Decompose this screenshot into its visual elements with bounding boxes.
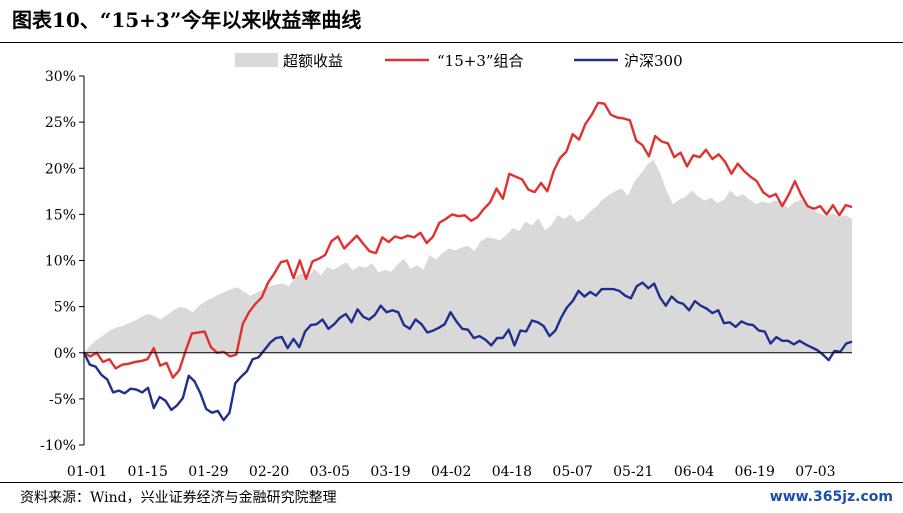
- y-tick-label: 10%: [45, 254, 76, 270]
- x-tick-label: 07-03: [795, 464, 835, 480]
- x-tick-label: 04-02: [431, 464, 471, 480]
- x-tick-label: 01-15: [128, 464, 168, 480]
- x-tick-label: 06-04: [674, 464, 714, 480]
- legend-label-index: 沪深300: [624, 52, 683, 70]
- legend-swatch-excess: [235, 53, 278, 67]
- title-divider: [0, 42, 903, 43]
- chart-area: 超额收益 “15+3”组合 沪深300 30% 25% 20% 15% 10% 5% 0% -5%…: [40, 52, 853, 480]
- x-tick-label: 06-19: [735, 464, 775, 480]
- footer-divider: [0, 482, 903, 483]
- y-tick-label: 20%: [45, 161, 76, 177]
- source-note: 资料来源：Wind，兴业证券经济与金融研究院整理: [20, 490, 337, 506]
- x-tick-label: 02-20: [249, 464, 289, 480]
- x-tick-label: 05-07: [552, 464, 592, 480]
- x-tick-label: 01-29: [188, 464, 228, 480]
- x-tick-label: 05-21: [613, 464, 653, 480]
- legend-label-excess: 超额收益: [283, 52, 343, 70]
- series-index-line: [82, 281, 853, 422]
- x-tick-label: 01-01: [67, 464, 107, 480]
- plot-area: 30% 25% 20% 15% 10% 5% 0% -5% -10% 01-01 01-15 01-2…: [40, 69, 853, 480]
- chart-title: 图表10、“15+3”今年以来收益率曲线: [12, 8, 362, 32]
- y-tick-label: 0%: [54, 346, 76, 362]
- x-tick-label: 04-18: [492, 464, 532, 480]
- y-tick-label: 5%: [54, 300, 76, 316]
- y-tick-label: -10%: [40, 438, 76, 454]
- legend-label-portfolio: “15+3”组合: [437, 52, 524, 70]
- x-tick-label: 03-19: [370, 464, 410, 480]
- y-tick-label: 15%: [45, 207, 76, 223]
- y-tick-label: 25%: [45, 115, 76, 131]
- series-portfolio-line: [83, 101, 853, 379]
- watermark: www.365jz.com: [769, 489, 893, 505]
- y-tick-label: -5%: [49, 392, 76, 408]
- legend: 超额收益 “15+3”组合 沪深300: [235, 52, 683, 70]
- y-tick-label: 30%: [45, 69, 76, 85]
- series-excess-area: [84, 159, 852, 353]
- x-tick-label: 03-05: [310, 464, 350, 480]
